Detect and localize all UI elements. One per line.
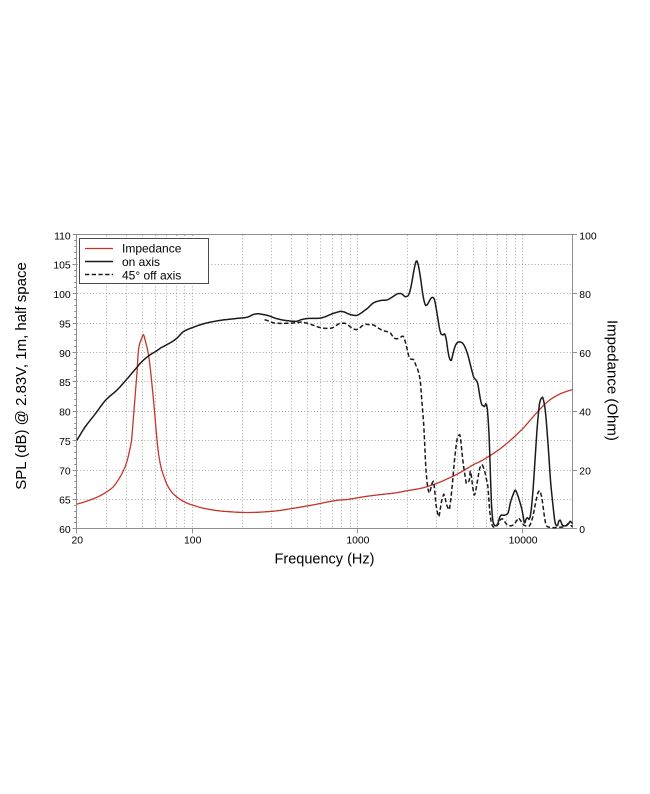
- svg-text:75: 75: [59, 437, 71, 448]
- svg-text:Frequency (Hz): Frequency (Hz): [275, 552, 375, 568]
- svg-text:40: 40: [579, 408, 591, 419]
- svg-text:80: 80: [579, 290, 591, 301]
- svg-text:1000: 1000: [346, 536, 369, 547]
- svg-text:100: 100: [53, 290, 71, 301]
- svg-text:110: 110: [54, 231, 71, 242]
- svg-text:on axis: on axis: [122, 255, 160, 269]
- svg-text:SPL (dB) @ 2.83V, 1m, half spa: SPL (dB) @ 2.83V, 1m, half space: [13, 262, 30, 490]
- svg-text:20: 20: [579, 466, 591, 477]
- svg-text:60: 60: [59, 525, 71, 536]
- svg-text:70: 70: [59, 466, 71, 477]
- svg-text:80: 80: [59, 408, 71, 419]
- svg-text:20: 20: [72, 536, 84, 547]
- svg-text:Impedance: Impedance: [122, 242, 182, 256]
- svg-text:65: 65: [59, 496, 71, 507]
- svg-text:Impedance (Ohm): Impedance (Ohm): [604, 320, 621, 441]
- svg-text:10000: 10000: [509, 536, 538, 547]
- svg-text:85: 85: [59, 378, 71, 389]
- svg-text:0: 0: [579, 525, 585, 536]
- svg-text:60: 60: [579, 349, 591, 360]
- svg-text:100: 100: [184, 536, 202, 547]
- svg-text:105: 105: [53, 261, 71, 272]
- svg-text:100: 100: [579, 231, 597, 242]
- svg-text:90: 90: [59, 349, 71, 360]
- svg-text:95: 95: [59, 319, 71, 330]
- svg-text:45° off axis: 45° off axis: [122, 268, 181, 282]
